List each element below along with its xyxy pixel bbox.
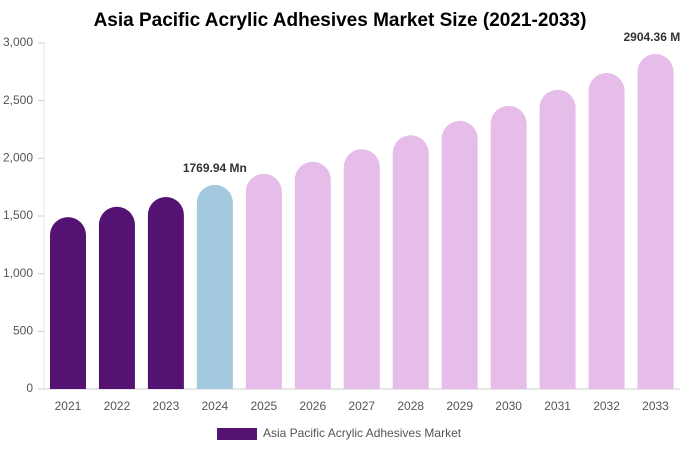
- bar: [245, 173, 282, 389]
- x-tick-label: 2029: [446, 399, 473, 413]
- y-tick-label: 3,000: [3, 35, 33, 49]
- y-tick-label: 2,000: [3, 151, 33, 165]
- legend-label: Asia Pacific Acrylic Adhesives Market: [263, 426, 462, 440]
- x-tick-label: 2030: [495, 399, 522, 413]
- bar: [441, 120, 478, 389]
- x-tick-label: 2021: [55, 399, 82, 413]
- x-tick-label: 2027: [348, 399, 375, 413]
- x-tick-label: 2026: [299, 399, 326, 413]
- x-tick-label: 2022: [104, 399, 131, 413]
- y-tick-label: 2,500: [3, 93, 33, 107]
- bar: [49, 217, 86, 389]
- bar: [147, 196, 184, 389]
- value-label: 2904.36 Mn: [623, 30, 680, 44]
- bar: [637, 54, 674, 389]
- y-tick-label: 1,500: [3, 208, 33, 222]
- bar: [588, 72, 625, 389]
- legend-swatch: [217, 428, 257, 440]
- bar: [490, 105, 527, 389]
- bar: [98, 206, 135, 389]
- y-tick-label: 1,000: [3, 266, 33, 280]
- bar: [539, 89, 576, 389]
- bar: [196, 184, 233, 389]
- bar: [392, 135, 429, 389]
- x-tick-label: 2028: [397, 399, 424, 413]
- chart-title: Asia Pacific Acrylic Adhesives Market Si…: [94, 10, 587, 31]
- x-tick-label: 2032: [593, 399, 620, 413]
- x-tick-label: 2031: [544, 399, 571, 413]
- bar: [294, 161, 331, 389]
- value-label: 1769.94 Mn: [183, 161, 247, 175]
- x-tick-label: 2024: [202, 399, 229, 413]
- x-tick-label: 2023: [153, 399, 180, 413]
- y-tick-label: 500: [13, 324, 33, 338]
- x-tick-label: 2033: [642, 399, 669, 413]
- bar: [343, 149, 380, 389]
- x-tick-label: 2025: [250, 399, 277, 413]
- y-tick-label: 0: [26, 381, 33, 395]
